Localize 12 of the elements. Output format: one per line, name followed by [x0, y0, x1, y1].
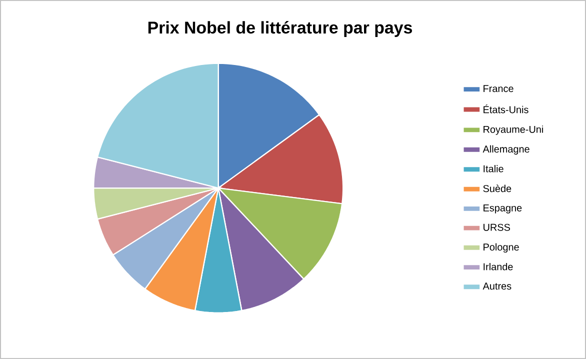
chart-title: Prix Nobel de littérature par pays — [148, 21, 412, 37]
legend-label: Allemagne — [482, 145, 530, 155]
legend-label: France — [484, 85, 514, 92]
legend-label: Espagne — [484, 204, 522, 214]
legend-label: Irlande — [484, 262, 513, 270]
legend-label: Suède — [483, 184, 512, 192]
legend-label: URSS — [484, 224, 510, 231]
legend-label: Pologne — [484, 243, 519, 253]
legend-label: Autres — [482, 282, 512, 290]
legend-label: Italie — [484, 164, 504, 172]
legend-label: États-Unis — [484, 104, 528, 114]
legend-label: Royaume-Uni — [484, 126, 543, 135]
